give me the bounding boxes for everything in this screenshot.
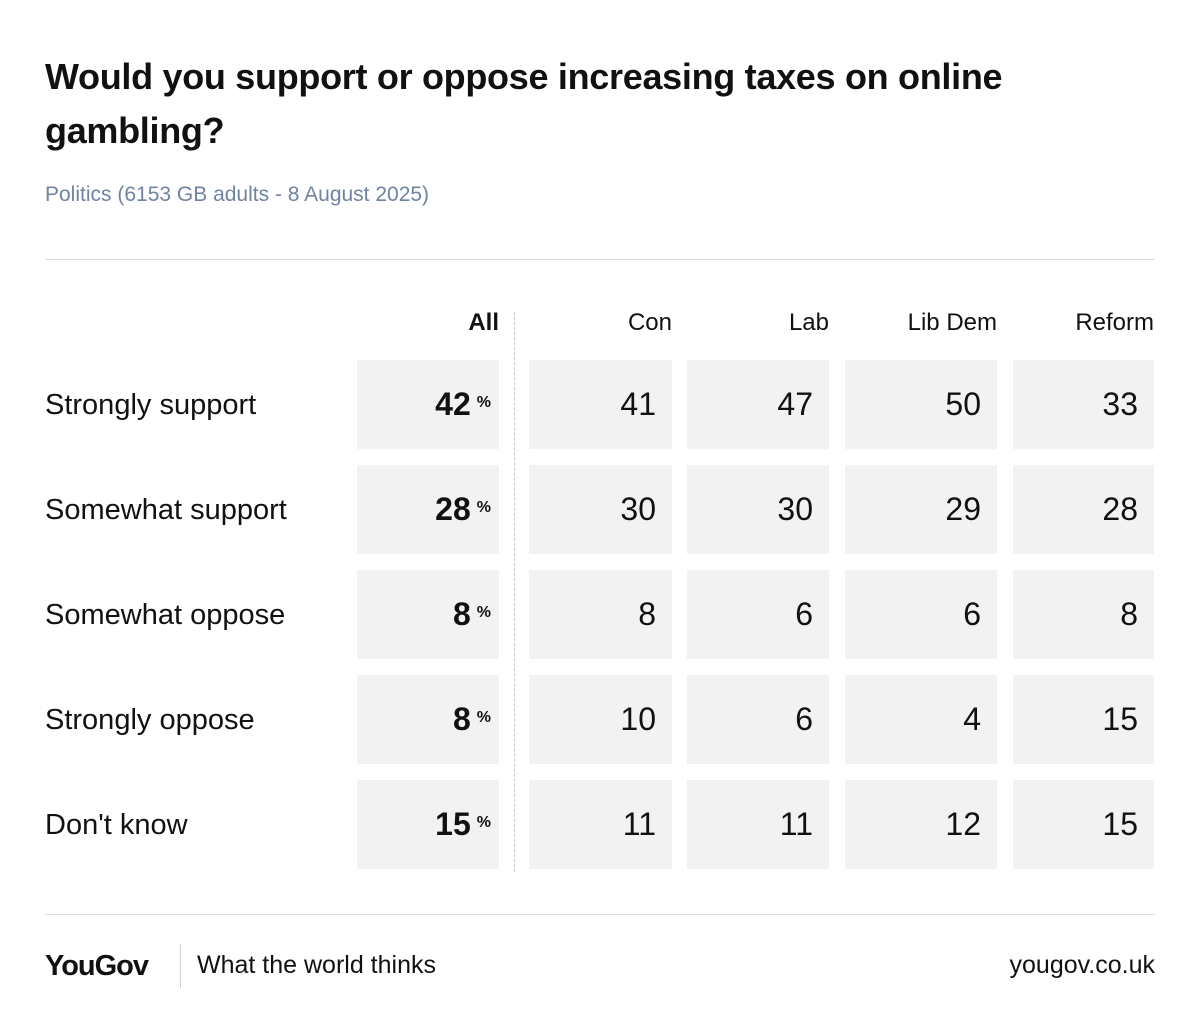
percent-sign: %: [476, 393, 491, 411]
cell-lib-dem: 4: [845, 675, 997, 764]
tagline: What the world thinks: [197, 951, 436, 979]
all-value: 8: [452, 596, 471, 632]
cell-lab: 47: [687, 360, 829, 449]
column-divider: [514, 312, 515, 872]
column-header-all: All: [468, 309, 499, 336]
percent-sign: %: [476, 498, 491, 516]
yougov-logo: YouGov: [45, 950, 149, 982]
cell-all: 28%: [357, 465, 499, 554]
cell-con: 10: [529, 675, 672, 764]
cell-lab: 30: [687, 465, 829, 554]
cell-con: 30: [529, 465, 672, 554]
all-value: 28: [435, 491, 471, 527]
column-header-lab: Lab: [788, 309, 829, 336]
top-divider: [45, 259, 1155, 260]
row-label: Don't know: [45, 809, 188, 841]
cell-lab: 6: [687, 675, 829, 764]
cell-lib-dem: 50: [845, 360, 997, 449]
cell-lib-dem: 6: [845, 570, 997, 659]
cell-lab: 6: [687, 570, 829, 659]
percent-sign: %: [476, 708, 491, 726]
cell-lab: 11: [687, 780, 829, 869]
all-value: 42: [435, 386, 471, 422]
bottom-divider: [45, 914, 1155, 915]
row-label: Somewhat oppose: [45, 599, 286, 631]
cell-lib-dem: 29: [845, 465, 997, 554]
cell-all: 8%: [357, 675, 499, 764]
website-link[interactable]: yougov.co.uk: [1009, 951, 1155, 979]
row-label: Strongly oppose: [45, 704, 255, 736]
cell-all: 8%: [357, 570, 499, 659]
cell-con: 11: [529, 780, 672, 869]
logo-divider: [180, 944, 181, 988]
cell-all: 15%: [357, 780, 499, 869]
chart-title: Would you support or oppose increasing t…: [45, 56, 1003, 151]
row-label: Strongly support: [45, 389, 257, 421]
cell-con: 41: [529, 360, 672, 449]
cell-all: 42%: [357, 360, 499, 449]
percent-sign: %: [476, 813, 491, 831]
row-label: Somewhat support: [45, 494, 287, 526]
chart-subtitle: Politics (6153 GB adults - 8 August 2025…: [45, 183, 430, 206]
cell-reform: 33: [1013, 360, 1154, 449]
percent-sign: %: [476, 603, 491, 621]
cell-reform: 15: [1013, 675, 1154, 764]
column-header-reform: Reform: [1075, 309, 1154, 336]
column-header-con: Con: [627, 309, 672, 336]
cell-reform: 8: [1013, 570, 1154, 659]
cell-con: 8: [529, 570, 672, 659]
cell-reform: 15: [1013, 780, 1154, 869]
all-value: 15: [435, 806, 471, 842]
column-header-lib-dem: Lib Dem: [907, 309, 997, 336]
all-value: 8: [452, 701, 471, 737]
cell-reform: 28: [1013, 465, 1154, 554]
cell-lib-dem: 12: [845, 780, 997, 869]
